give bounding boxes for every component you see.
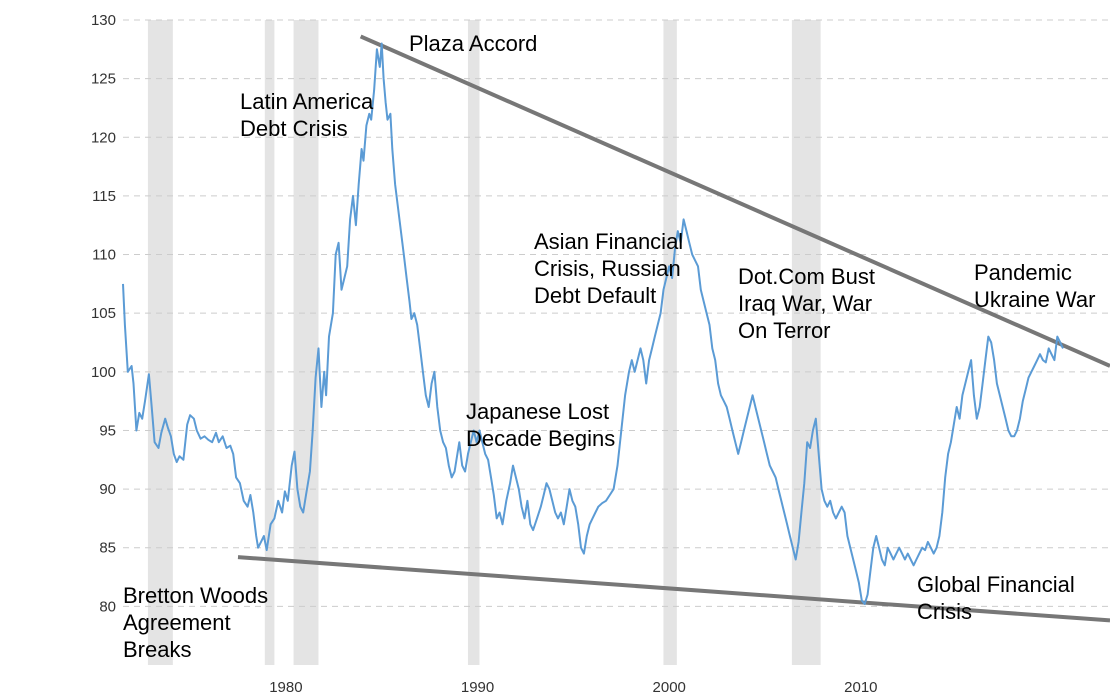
y-tick-label: 80 xyxy=(99,598,116,615)
y-axis-ticks: 80 85 90 95 100 105 110 115 120 125 130 xyxy=(91,12,116,615)
annotation-line: Asian Financial xyxy=(534,229,683,254)
x-tick-label: 1990 xyxy=(461,679,494,696)
recession-bands xyxy=(147,20,821,665)
trendline xyxy=(359,34,1110,368)
recession-band xyxy=(293,20,319,665)
annotation-line: Iraq War, War xyxy=(738,291,872,316)
trendline xyxy=(237,555,1110,623)
annotation-line: Japanese Lost xyxy=(466,399,609,424)
annotation-line: Pandemic xyxy=(974,260,1072,285)
annotation-line: Agreement xyxy=(123,610,231,635)
series-line xyxy=(122,42,1064,605)
y-tick-label: 110 xyxy=(92,247,116,264)
annotations: Plaza Accord Latin America Debt Crisis A… xyxy=(123,31,1095,662)
y-tick-label: 100 xyxy=(91,364,116,381)
recession-band xyxy=(147,20,173,665)
y-tick-label: 120 xyxy=(91,129,116,146)
recession-band xyxy=(264,20,275,665)
annotation-plaza-accord: Plaza Accord xyxy=(409,31,537,56)
annotation-line: Dot.Com Bust xyxy=(738,264,875,289)
y-tick-label: 105 xyxy=(91,305,116,322)
annotation-line: Crisis xyxy=(917,599,972,624)
annotation-global-financial-crisis: Global Financial Crisis xyxy=(917,572,1081,624)
recession-band xyxy=(467,20,480,665)
annotation-line: Global Financial xyxy=(917,572,1075,597)
annotation-line: Breaks xyxy=(123,637,191,662)
annotation-line: Ukraine War xyxy=(974,287,1095,312)
x-tick-label: 2010 xyxy=(844,679,877,696)
y-tick-label: 95 xyxy=(99,422,116,439)
annotation-line: Plaza Accord xyxy=(409,31,537,56)
annotation-pandemic: Pandemic Ukraine War xyxy=(974,260,1095,312)
annotation-line: Bretton Woods xyxy=(123,583,268,608)
y-tick-label: 85 xyxy=(99,540,116,557)
trendlines xyxy=(237,34,1110,623)
annotation-japanese-lost-decade: Japanese Lost Decade Begins xyxy=(466,399,615,451)
x-axis-ticks: 1980 1990 2000 2010 xyxy=(269,679,877,696)
x-tick-label: 1980 xyxy=(269,679,302,696)
recession-band xyxy=(663,20,677,665)
annotation-line: Crisis, Russian xyxy=(534,256,681,281)
annotation-line: Debt Default xyxy=(534,283,656,308)
y-tick-label: 125 xyxy=(91,71,116,88)
y-tick-label: 115 xyxy=(92,188,116,205)
annotation-line: Latin America xyxy=(240,89,374,114)
series xyxy=(122,42,1064,605)
annotation-line: On Terror xyxy=(738,318,831,343)
annotation-bretton-woods: Bretton Woods Agreement Breaks xyxy=(123,583,274,662)
annotation-asian-crisis: Asian Financial Crisis, Russian Debt Def… xyxy=(534,229,689,308)
y-tick-label: 90 xyxy=(99,481,116,498)
annotation-line: Debt Crisis xyxy=(240,116,348,141)
annotation-line: Decade Begins xyxy=(466,426,615,451)
y-tick-label: 130 xyxy=(91,12,116,29)
x-tick-label: 2000 xyxy=(653,679,686,696)
annotation-latin-america: Latin America Debt Crisis xyxy=(240,89,379,141)
annotation-dotcom: Dot.Com Bust Iraq War, War On Terror xyxy=(738,264,881,343)
